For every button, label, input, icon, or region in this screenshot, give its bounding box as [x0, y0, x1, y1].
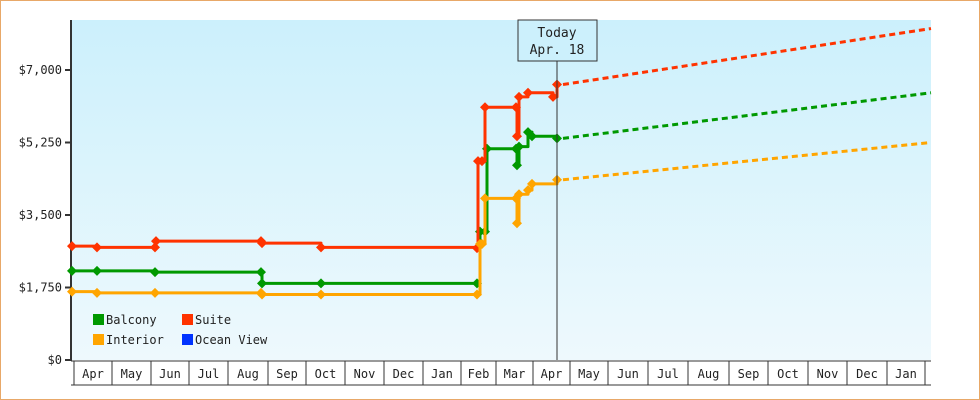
data-point-marker[interactable]: [150, 287, 160, 298]
data-point-marker[interactable]: [151, 236, 161, 247]
x-tick-label: Mar: [504, 367, 526, 381]
data-point-marker[interactable]: [67, 265, 77, 276]
legend-label: Suite: [195, 313, 231, 327]
data-point-marker[interactable]: [514, 141, 524, 152]
data-point-marker[interactable]: [527, 178, 537, 189]
data-point-marker[interactable]: [257, 278, 267, 289]
x-tick-label: Feb: [468, 367, 490, 381]
data-point-marker[interactable]: [548, 91, 558, 102]
x-tick-label: Nov: [354, 367, 376, 381]
y-tick-label: $0: [48, 353, 62, 367]
data-point-marker[interactable]: [477, 239, 487, 249]
series-interior: [67, 141, 932, 300]
data-point-marker[interactable]: [92, 242, 102, 253]
legend-swatch-icon: [182, 314, 193, 325]
x-tick-label: Sep: [738, 367, 760, 381]
x-axis: Apr May Jun Jul Aug Sep Oct Nov Dec Jan Feb Mar Apr M…: [71, 360, 931, 386]
projection-line: [562, 27, 932, 86]
x-tick-label: Aug: [237, 367, 259, 381]
data-point-marker[interactable]: [150, 267, 160, 278]
legend-label: Interior: [106, 333, 164, 347]
y-axis: $0 $1,750 $3,500 $5,250 $7,000: [19, 20, 72, 367]
data-point-marker[interactable]: [92, 265, 102, 276]
y-tick-label: $5,250: [19, 136, 62, 150]
x-tick-label: Jul: [198, 367, 220, 381]
y-tick-label: $3,500: [19, 208, 62, 222]
data-point-marker[interactable]: [477, 156, 487, 167]
legend-item-ocean-view[interactable]: Ocean View: [182, 333, 268, 347]
x-tick-label: May: [578, 367, 600, 381]
y-tick-label: $7,000: [19, 63, 62, 77]
data-point-marker[interactable]: [256, 267, 266, 278]
series-suite: [67, 27, 932, 254]
data-point-marker[interactable]: [316, 242, 326, 253]
data-point-marker[interactable]: [511, 102, 521, 113]
legend-label: Ocean View: [195, 333, 268, 347]
today-label-line1: Today: [537, 26, 576, 41]
data-point-marker[interactable]: [67, 286, 77, 297]
legend-swatch-icon: [182, 334, 193, 345]
x-tick-label: May: [121, 367, 143, 381]
x-tick-label: Apr: [82, 367, 104, 381]
plot-area: [72, 20, 931, 360]
projection-line: [562, 91, 932, 140]
legend: Balcony Suite Interior Ocean View: [93, 313, 268, 347]
data-point-marker[interactable]: [257, 289, 267, 300]
data-point-marker[interactable]: [92, 287, 102, 298]
x-tick-label: Aug: [698, 367, 720, 381]
today-label-box: [517, 19, 598, 62]
data-point-marker[interactable]: [150, 242, 160, 253]
x-tick-label: Nov: [817, 367, 839, 381]
legend-swatch-icon: [93, 314, 104, 325]
legend-swatch-icon: [93, 334, 104, 345]
data-point-marker[interactable]: [512, 131, 522, 142]
data-point-marker[interactable]: [316, 278, 326, 289]
data-point-marker[interactable]: [480, 102, 490, 113]
data-point-marker[interactable]: [512, 218, 522, 229]
x-tick-label: Apr: [541, 367, 563, 381]
projection-line: [562, 141, 932, 182]
x-tick-label: Jan: [895, 367, 917, 381]
data-point-marker[interactable]: [527, 131, 537, 142]
data-point-marker[interactable]: [67, 241, 77, 252]
today-marker: Today Apr. 18: [517, 19, 598, 360]
x-tick-label: Oct: [777, 367, 799, 381]
x-tick-label: Jul: [657, 367, 679, 381]
data-point-marker[interactable]: [480, 193, 490, 204]
legend-label: Balcony: [106, 313, 157, 327]
data-point-marker[interactable]: [523, 87, 533, 98]
series-layer: [67, 27, 932, 300]
data-point-marker[interactable]: [316, 289, 326, 300]
y-tick-label: $1,750: [19, 281, 62, 295]
data-point-marker[interactable]: [523, 185, 533, 196]
data-point-marker[interactable]: [514, 189, 524, 200]
data-point-marker[interactable]: [514, 91, 524, 102]
data-point-marker[interactable]: [257, 238, 267, 249]
data-point-marker[interactable]: [472, 289, 482, 300]
today-label-line2: Apr. 18: [530, 43, 585, 58]
x-tick-label: Jan: [431, 367, 453, 381]
x-tick-label: Dec: [393, 367, 415, 381]
x-tick-label: Dec: [856, 367, 878, 381]
legend-item-balcony[interactable]: Balcony: [93, 313, 157, 327]
legend-item-interior[interactable]: Interior: [93, 333, 164, 347]
x-tick-label: Jun: [159, 367, 181, 381]
x-tick-label: Jun: [617, 367, 639, 381]
x-tick-label: Sep: [276, 367, 298, 381]
data-point-marker[interactable]: [512, 160, 522, 171]
legend-item-suite[interactable]: Suite: [182, 313, 231, 327]
x-tick-label: Oct: [315, 367, 337, 381]
